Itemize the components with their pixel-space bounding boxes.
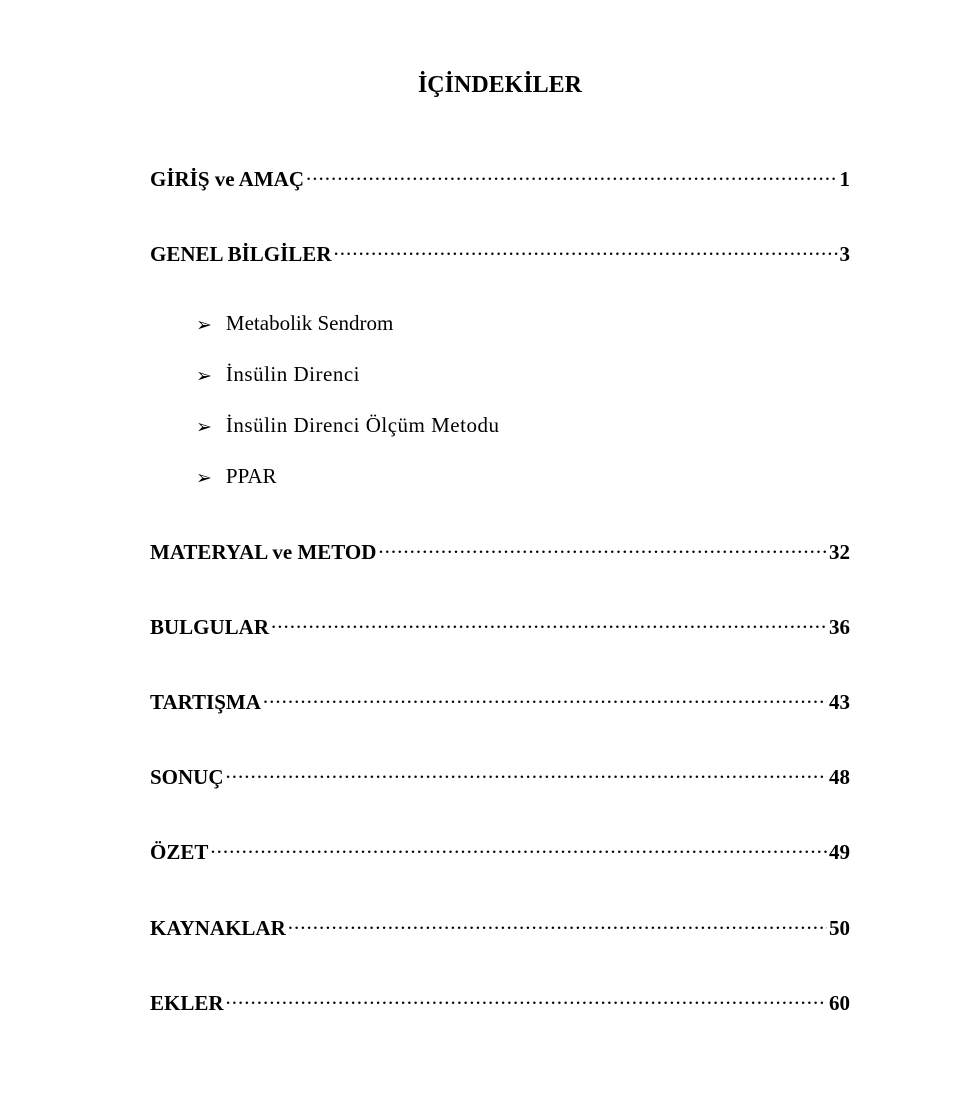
sub-item-text: PPAR	[226, 464, 850, 489]
bullet-icon: ➢	[196, 316, 212, 335]
toc-page-number: 60	[829, 991, 850, 1016]
toc-label: SONUÇ	[150, 765, 224, 790]
leader-dots	[210, 834, 827, 859]
sub-item: ➢ Metabolik Sendrom	[196, 311, 850, 336]
toc-label: BULGULAR	[150, 615, 269, 640]
toc-page-number: 3	[840, 242, 851, 267]
leader-dots	[333, 236, 837, 261]
toc-entry-ozet: ÖZET 49	[150, 834, 850, 865]
toc-page-number: 48	[829, 765, 850, 790]
leader-dots	[226, 985, 827, 1010]
toc-label: GENEL BİLGİLER	[150, 242, 331, 267]
toc-page-number: 49	[829, 840, 850, 865]
toc-label: ÖZET	[150, 840, 208, 865]
toc-entry-tartisma: TARTIŞMA 43	[150, 684, 850, 715]
leader-dots	[271, 609, 827, 634]
toc-entry-sonuc: SONUÇ 48	[150, 759, 850, 790]
sub-item: ➢ İnsülin Direnci	[196, 362, 850, 387]
toc-entry-bulgular: BULGULAR 36	[150, 609, 850, 640]
toc-entry-giris: GİRİŞ ve AMAÇ 1	[150, 161, 850, 192]
toc-page-number: 50	[829, 916, 850, 941]
toc-label: KAYNAKLAR	[150, 916, 286, 941]
toc-entry-ekler: EKLER 60	[150, 985, 850, 1016]
toc-page-number: 43	[829, 690, 850, 715]
leader-dots	[263, 684, 827, 709]
sub-item-text: İnsülin Direnci	[226, 362, 850, 387]
toc-label: TARTIŞMA	[150, 690, 261, 715]
bullet-icon: ➢	[196, 469, 212, 488]
toc-label: MATERYAL ve METOD	[150, 540, 376, 565]
toc-entry-kaynaklar: KAYNAKLAR 50	[150, 909, 850, 940]
leader-dots	[306, 161, 837, 186]
leader-dots	[288, 909, 827, 934]
document-page: İÇİNDEKİLER GİRİŞ ve AMAÇ 1 GENEL BİLGİL…	[0, 0, 960, 1100]
toc-label: GİRİŞ ve AMAÇ	[150, 167, 304, 192]
toc-label: EKLER	[150, 991, 224, 1016]
sub-item: ➢ PPAR	[196, 464, 850, 489]
sub-item: ➢ İnsülin Direnci Ölçüm Metodu	[196, 413, 850, 438]
bullet-icon: ➢	[196, 367, 212, 386]
toc-page-number: 32	[829, 540, 850, 565]
sub-item-text: İnsülin Direnci Ölçüm Metodu	[226, 413, 850, 438]
toc-page-number: 1	[840, 167, 851, 192]
toc-entry-genel-bilgiler: GENEL BİLGİLER 3	[150, 236, 850, 267]
leader-dots	[226, 759, 827, 784]
sub-item-text: Metabolik Sendrom	[226, 311, 850, 336]
bullet-icon: ➢	[196, 418, 212, 437]
page-title: İÇİNDEKİLER	[150, 72, 850, 99]
sub-list: ➢ Metabolik Sendrom ➢ İnsülin Direnci ➢ …	[196, 311, 850, 489]
toc-page-number: 36	[829, 615, 850, 640]
toc-entry-materyal: MATERYAL ve METOD 32	[150, 533, 850, 564]
leader-dots	[378, 533, 827, 558]
